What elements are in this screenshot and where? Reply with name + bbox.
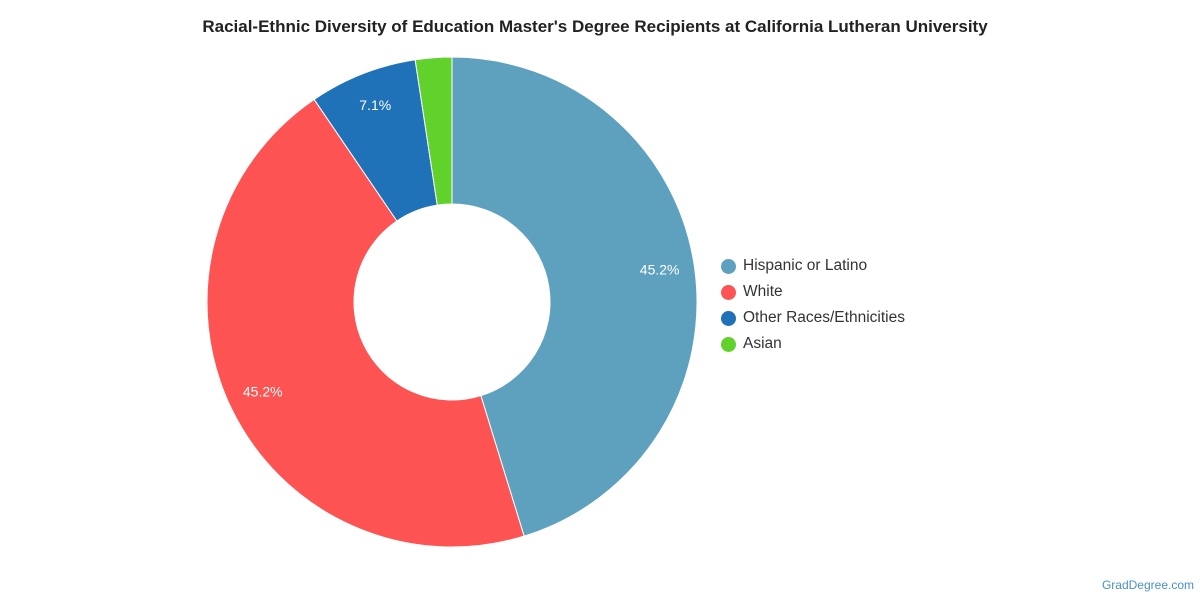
legend-label: White [743,283,783,300]
slice-white[interactable] [206,98,525,548]
legend-swatch [721,284,736,300]
slice-asian[interactable] [414,56,453,206]
legend-swatch [721,258,736,274]
legend-item-hispanic-or-latino[interactable]: Hispanic or Latino [721,253,905,279]
data-label-white: 45.2% [243,384,283,400]
legend-swatch [721,310,736,326]
legend-swatch [721,336,736,352]
legend: Hispanic or Latino White Other Races/Ethni… [721,253,905,357]
data-label-other-races-ethnicities: 7.1% [359,97,391,113]
legend-item-white[interactable]: White [721,279,905,305]
legend-label: Other Races/Ethnicities [743,309,905,326]
slice-hispanic-or-latino[interactable] [451,56,698,537]
legend-item-other-races-ethnicities[interactable]: Other Races/Ethnicities [721,305,905,331]
watermark: GradDegree.com [1101,578,1194,592]
legend-item-asian[interactable]: Asian [721,331,905,357]
legend-label: Asian [743,335,782,352]
data-label-hispanic-or-latino: 45.2% [640,261,680,277]
legend-label: Hispanic or Latino [743,257,868,274]
chart-title: Racial-Ethnic Diversity of Education Mas… [202,17,988,36]
